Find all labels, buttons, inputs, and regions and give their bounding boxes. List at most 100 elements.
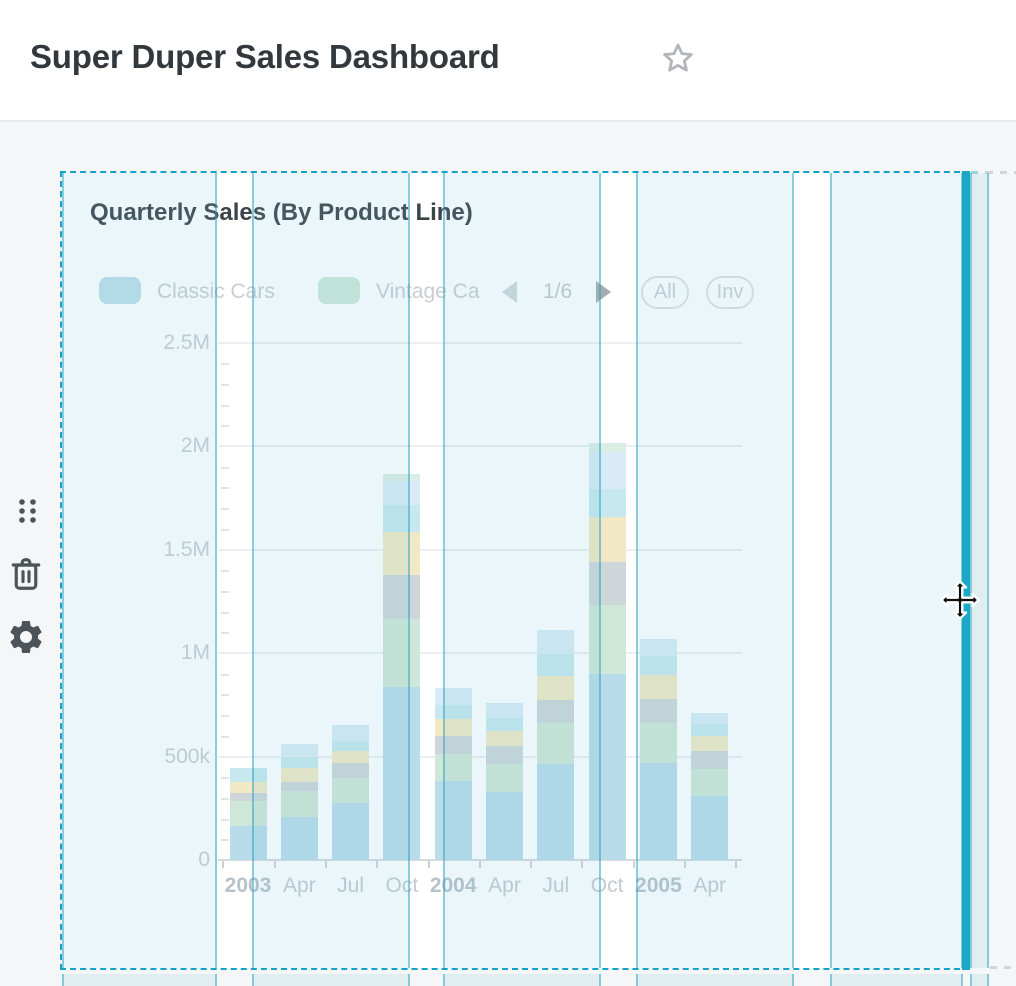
- bar-segment-series-6-pale-blue[interactable]: [383, 481, 421, 505]
- bar-segment-vintage-ca[interactable]: [434, 754, 472, 782]
- x-axis-tick: [632, 861, 635, 868]
- bar-segment-series-5-cyan[interactable]: [537, 654, 575, 676]
- y-minor-tick: [221, 404, 229, 407]
- legend-select-all-button[interactable]: All: [641, 276, 689, 309]
- y-axis-label: 1.5M: [163, 537, 210, 561]
- x-axis-tick: [581, 861, 584, 868]
- bar-segment-series-4-yellow[interactable]: [229, 782, 267, 793]
- bar-segment-series-5-cyan[interactable]: [332, 740, 370, 752]
- drag-handle[interactable]: [16, 497, 38, 525]
- star-icon: [659, 43, 697, 81]
- y-minor-tick: [221, 363, 229, 366]
- dashboard-card[interactable]: Quarterly Sales (By Product Line) Classi…: [62, 173, 968, 968]
- bar-segment-classic-cars[interactable]: [383, 687, 421, 860]
- bar-segment-vintage-ca[interactable]: [486, 763, 523, 792]
- bar-segment-vintage-ca[interactable]: [691, 768, 729, 796]
- bar-segment-series-4-yellow[interactable]: [280, 767, 318, 783]
- y-minor-tick: [221, 425, 229, 428]
- bar-segment-series-3-gray[interactable]: [486, 746, 523, 764]
- bar-segment-series-3-gray[interactable]: [434, 735, 472, 755]
- bar-segment-series-6-pale-blue[interactable]: [434, 688, 472, 705]
- x-axis-tick: [222, 861, 225, 868]
- bar-segment-series-3-gray[interactable]: [537, 699, 575, 724]
- card-settings-button[interactable]: [6, 616, 46, 658]
- bar-segment-series-6-pale-blue[interactable]: [537, 630, 575, 655]
- bar-segment-vintage-ca[interactable]: [537, 723, 575, 764]
- bar-segment-classic-cars[interactable]: [332, 803, 370, 860]
- y-minor-tick: [221, 632, 229, 635]
- y-gridline: [218, 755, 742, 758]
- bar-segment-vintage-ca[interactable]: [383, 618, 421, 688]
- x-axis-tick: [273, 861, 276, 868]
- bar-segment-vintage-ca[interactable]: [280, 790, 318, 817]
- card-resize-edge[interactable]: [962, 171, 970, 970]
- y-minor-tick: [221, 528, 229, 531]
- page-title: Super Duper Sales Dashboard: [30, 38, 500, 75]
- bar-segment-series-3-gray[interactable]: [588, 561, 626, 606]
- y-minor-tick: [221, 487, 229, 490]
- bar-segment-series-7-pale-green[interactable]: [588, 442, 626, 453]
- bar-segment-series-3-gray[interactable]: [383, 575, 421, 619]
- bar-segment-series-4-yellow[interactable]: [434, 719, 472, 736]
- bar-segment-vintage-ca[interactable]: [588, 605, 626, 674]
- bar-segment-series-4-yellow[interactable]: [588, 517, 626, 562]
- legend-swatch-classic-cars[interactable]: [99, 277, 141, 304]
- bar-segment-series-6-pale-blue[interactable]: [280, 744, 318, 757]
- bar-segment-series-5-cyan[interactable]: [639, 656, 677, 675]
- legend-swatch-vintage-cars[interactable]: [318, 277, 360, 304]
- bar-segment-series-4-yellow[interactable]: [486, 730, 523, 747]
- bar-segment-series-4-yellow[interactable]: [639, 674, 677, 699]
- bar-segment-series-3-gray[interactable]: [691, 751, 729, 769]
- bar-segment-classic-cars[interactable]: [434, 781, 472, 860]
- y-axis-label: 0: [198, 848, 210, 871]
- delete-card-button[interactable]: [8, 554, 44, 594]
- bar-segment-classic-cars[interactable]: [691, 795, 729, 860]
- legend-label[interactable]: Classic Cars: [157, 280, 275, 303]
- bar-segment-series-5-cyan[interactable]: [486, 718, 523, 731]
- bar-segment-series-6-pale-blue[interactable]: [486, 702, 523, 719]
- bar-segment-classic-cars[interactable]: [639, 762, 677, 860]
- bar-segment-series-6-pale-blue[interactable]: [332, 725, 370, 741]
- bar-segment-series-6-pale-blue[interactable]: [639, 638, 677, 657]
- bar-segment-series-6-pale-blue[interactable]: [588, 452, 626, 490]
- bar-segment-series-6-pale-blue[interactable]: [691, 713, 729, 725]
- legend-label[interactable]: Vintage Ca: [376, 280, 480, 303]
- bar-segment-series-3-gray[interactable]: [332, 762, 370, 779]
- legend-prev-icon[interactable]: [502, 281, 517, 303]
- bar-segment-series-5-cyan[interactable]: [588, 489, 626, 518]
- x-axis-label: Oct: [385, 874, 419, 897]
- bar-segment-series-4-yellow[interactable]: [537, 675, 575, 700]
- bar-segment-vintage-ca[interactable]: [229, 801, 267, 826]
- x-axis-tick: [684, 861, 687, 868]
- bar-segment-series-3-gray[interactable]: [280, 782, 318, 791]
- x-axis-tick: [427, 861, 430, 868]
- card-title: Quarterly Sales (By Product Line): [90, 199, 473, 226]
- bar-segment-classic-cars[interactable]: [537, 763, 575, 860]
- y-axis-label: 2M: [180, 434, 210, 457]
- bar-segment-series-7-pale-green[interactable]: [383, 473, 421, 482]
- bar-segment-series-3-gray[interactable]: [229, 792, 267, 801]
- bar-segment-series-3-gray[interactable]: [639, 698, 677, 724]
- bar-segment-series-4-yellow[interactable]: [691, 735, 729, 752]
- y-minor-tick: [221, 735, 229, 738]
- y-minor-tick: [221, 694, 229, 697]
- bar-segment-classic-cars[interactable]: [280, 816, 318, 860]
- x-axis-label: Apr: [282, 874, 316, 897]
- bar-segment-series-4-yellow[interactable]: [383, 531, 421, 576]
- favorite-button[interactable]: [656, 38, 700, 82]
- bar-segment-vintage-ca[interactable]: [639, 723, 677, 763]
- bar-segment-classic-cars[interactable]: [486, 791, 523, 860]
- x-axis-label: Jul: [542, 874, 570, 897]
- bar-segment-series-5-cyan[interactable]: [280, 756, 318, 768]
- legend-next-icon[interactable]: [596, 281, 611, 303]
- bar-segment-series-5-cyan[interactable]: [691, 724, 729, 736]
- bar-segment-series-4-yellow[interactable]: [332, 751, 370, 763]
- legend-inverse-button[interactable]: Inv: [706, 276, 754, 309]
- gear-icon: [6, 621, 46, 661]
- bar-segment-series-5-cyan[interactable]: [229, 767, 267, 783]
- bar-segment-classic-cars[interactable]: [588, 673, 626, 860]
- bar-segment-series-5-cyan[interactable]: [383, 504, 421, 532]
- bar-segment-vintage-ca[interactable]: [332, 778, 370, 804]
- bar-segment-series-5-cyan[interactable]: [434, 704, 472, 720]
- bar-segment-classic-cars[interactable]: [229, 825, 267, 860]
